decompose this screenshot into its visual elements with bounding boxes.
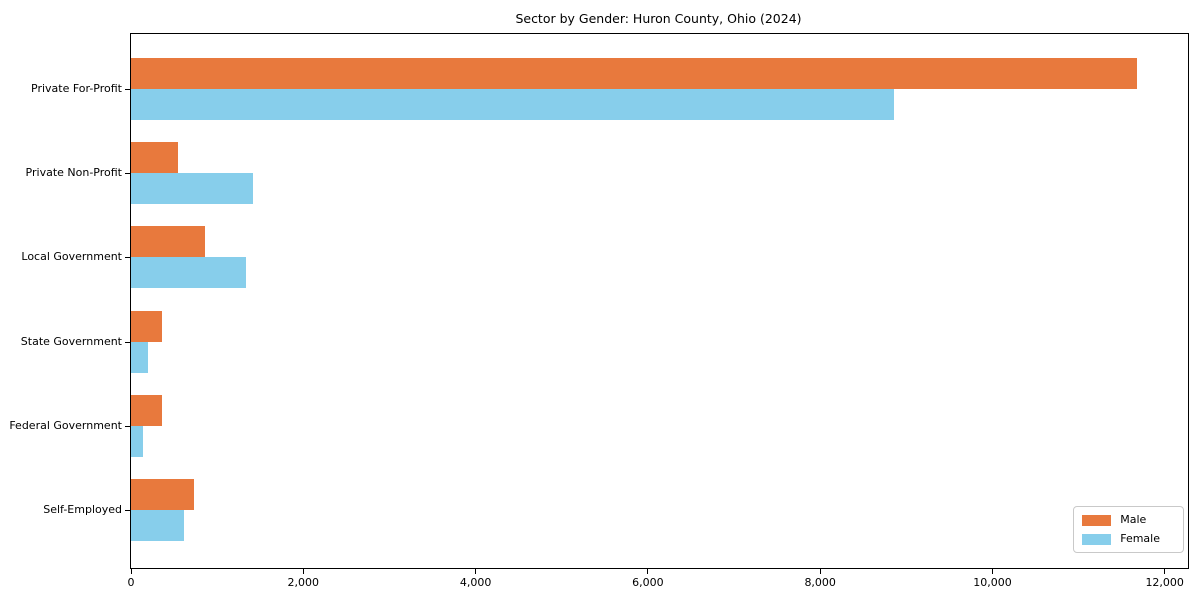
x-tick-label-4-000: 4,000: [459, 576, 492, 589]
legend-entry-male: Male: [1082, 514, 1174, 526]
x-tick-mark: [819, 569, 821, 574]
plot-area: Male Female Private For-Profit Private No…: [9, 33, 1189, 589]
x-tick-mark: [475, 569, 477, 574]
legend-entry-female: Female: [1082, 533, 1174, 545]
x-tick-label-0: 0: [127, 576, 135, 589]
x-tick-label-2-000: 2,000: [287, 576, 320, 589]
bar-male-self-employed: [131, 479, 195, 510]
x-tick-label-8-000: 8,000: [804, 576, 836, 589]
bar-female-federal-government: [131, 425, 144, 457]
y-tick-mark: [125, 425, 130, 427]
bar-male-local-government: [131, 226, 206, 258]
category-label-self-employed: Self-Employed: [43, 503, 122, 516]
category-label-state-government: State Government: [20, 334, 122, 348]
x-tick-mark: [1164, 569, 1166, 574]
legend-label-female: Female: [1120, 532, 1160, 545]
bar-female-state-government: [131, 341, 149, 373]
bar-female-private-for-profit: [131, 89, 895, 120]
category-label-local-government: Local Government: [21, 250, 122, 264]
legend-label-male: Male: [1120, 513, 1147, 526]
bar-female-local-government: [131, 257, 247, 289]
legend: Male Female: [1073, 506, 1184, 553]
x-tick-label-10-000: 10,000: [973, 576, 1012, 589]
y-tick-mark: [125, 510, 130, 511]
x-tick-label-6-000: 6,000: [632, 576, 664, 589]
y-tick-mark: [125, 89, 130, 90]
x-tick-mark: [647, 569, 649, 574]
bar-female-self-employed: [131, 510, 184, 541]
female-series-swatch: [1082, 533, 1112, 545]
category-label-private-non-profit: Private Non-Profit: [25, 166, 122, 180]
bar-male-state-government: [131, 310, 162, 342]
bar-male-private-for-profit: [131, 58, 1138, 89]
chart-title: Sector by Gender: Huron County, Ohio (20…: [515, 11, 802, 26]
male-series-swatch: [1082, 514, 1112, 526]
y-tick-mark: [125, 173, 130, 175]
x-tick-label-12-000: 12,000: [1145, 576, 1184, 589]
bar-female-private-non-profit: [131, 173, 254, 205]
category-label-federal-government: Federal Government: [9, 418, 122, 432]
x-tick-mark: [302, 569, 304, 574]
y-tick-mark: [125, 257, 130, 259]
x-tick-mark: [992, 569, 993, 574]
bar-male-private-non-profit: [131, 142, 179, 174]
bar-male-federal-government: [131, 394, 162, 426]
category-label-private-for-profit: Private For-Profit: [31, 82, 122, 95]
x-tick-mark: [130, 569, 132, 574]
y-tick-mark: [125, 341, 130, 343]
